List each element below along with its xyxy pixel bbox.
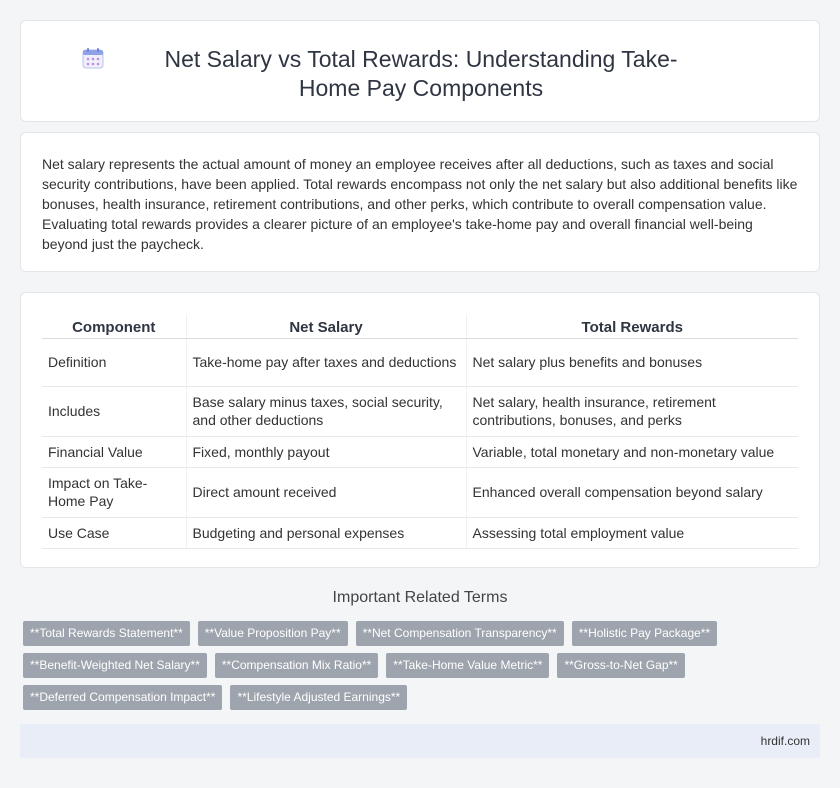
table-cell: Use Case <box>42 517 186 549</box>
column-header: Net Salary <box>185 314 466 339</box>
column-header: Component <box>42 314 186 339</box>
table-row: Includes Base salary minus taxes, social… <box>42 386 798 437</box>
related-term-tag[interactable]: **Total Rewards Statement** <box>23 621 190 646</box>
related-term-tag[interactable]: **Benefit-Weighted Net Salary** <box>23 653 207 678</box>
page-title: Net Salary vs Total Rewards: Understandi… <box>164 46 678 101</box>
related-term-tag[interactable]: **Gross-to-Net Gap** <box>557 653 685 678</box>
related-terms-list: **Total Rewards Statement** **Value Prop… <box>23 621 823 717</box>
table-cell: Net salary plus benefits and bonuses <box>465 338 798 387</box>
table-row: Definition Take-home pay after taxes and… <box>42 338 798 387</box>
table-cell: Take-home pay after taxes and deductions <box>185 338 466 387</box>
related-term-tag[interactable]: **Value Proposition Pay** <box>197 621 348 646</box>
table-cell: Base salary minus taxes, social security… <box>185 386 466 437</box>
table-cell: Definition <box>42 338 186 387</box>
comparison-card: Component Net Salary Total Rewards Defin… <box>20 292 820 568</box>
comparison-table: Component Net Salary Total Rewards Defin… <box>42 314 798 549</box>
table-header-row: Component Net Salary Total Rewards <box>42 314 798 339</box>
column-header: Total Rewards <box>465 314 798 339</box>
table-cell: Impact on Take-Home Pay <box>42 467 186 518</box>
related-term-tag[interactable]: **Compensation Mix Ratio** <box>214 653 379 678</box>
related-term-tag[interactable]: **Deferred Compensation Impact** <box>23 685 223 710</box>
table-cell: Enhanced overall compensation beyond sal… <box>465 467 798 518</box>
table-cell: Financial Value <box>42 436 186 468</box>
related-term-tag[interactable]: **Holistic Pay Package** <box>571 621 718 646</box>
table-cell: Fixed, monthly payout <box>185 436 466 468</box>
table-cell: Includes <box>42 386 186 437</box>
table-row: Financial Value Fixed, monthly payout Va… <box>42 436 798 468</box>
table-row: Impact on Take-Home Pay Direct amount re… <box>42 467 798 518</box>
related-term-tag[interactable]: **Take-Home Value Metric** <box>386 653 550 678</box>
related-terms-heading: Important Related Terms <box>332 589 508 606</box>
table-cell: Budgeting and personal expenses <box>185 517 466 549</box>
table-cell: Direct amount received <box>185 467 466 518</box>
footer-site-link[interactable]: hrdif.com <box>760 734 810 748</box>
title-card: Net Salary vs Total Rewards: Understandi… <box>20 20 820 122</box>
table-row: Use Case Budgeting and personal expenses… <box>42 517 798 549</box>
table-cell: Net salary, health insurance, retirement… <box>465 386 798 437</box>
footer: hrdif.com <box>20 724 820 758</box>
intro-card: Net salary represents the actual amount … <box>20 132 820 272</box>
related-term-tag[interactable]: **Net Compensation Transparency** <box>355 621 564 646</box>
intro-paragraph: Net salary represents the actual amount … <box>42 156 798 252</box>
calendar-icon <box>82 48 104 69</box>
table-cell: Assessing total employment value <box>465 517 798 549</box>
related-term-tag[interactable]: **Lifestyle Adjusted Earnings** <box>230 685 408 710</box>
table-cell: Variable, total monetary and non-monetar… <box>465 436 798 468</box>
